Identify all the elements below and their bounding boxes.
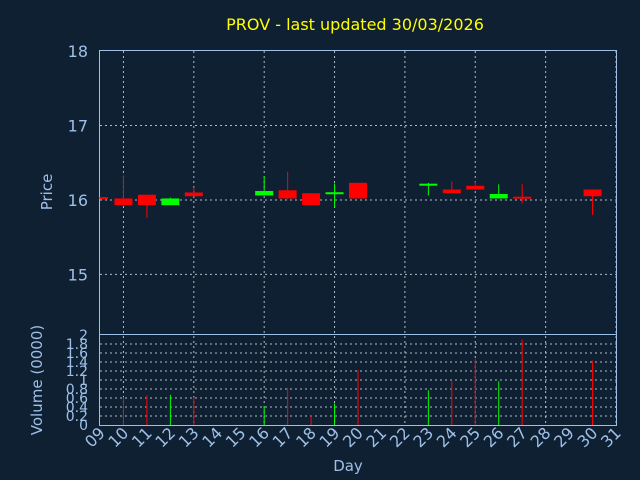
volume-axis-label: Volume (0000): [28, 325, 46, 435]
candle-body: [255, 191, 274, 196]
axis-ticks: 1516171800.20.40.60.811.21.41.61.8209101…: [66, 42, 625, 451]
candle-body: [278, 190, 297, 199]
price-candles: [99, 171, 602, 218]
candle-body: [489, 193, 508, 199]
candle-body: [442, 189, 461, 194]
price-tick-label: 18: [68, 42, 88, 61]
chart-title: PROV - last updated 30/03/2026: [226, 15, 484, 34]
candle-body: [325, 192, 344, 195]
volume-tick-label: 1.4: [66, 355, 88, 371]
candle-body: [513, 196, 532, 199]
volume-tick-label: 0: [79, 418, 88, 434]
volume-tick-label: 1.6: [66, 346, 88, 362]
volume-tick-label: 0.6: [66, 391, 88, 407]
volume-panel-frame: [99, 334, 617, 426]
x-tick-label: 31: [597, 423, 625, 451]
candle-body: [419, 183, 438, 186]
volume-tick-label: 1.8: [66, 337, 88, 353]
volume-tick-label: 0.2: [66, 409, 88, 425]
candle-body: [302, 193, 321, 206]
price-tick-label: 15: [68, 265, 88, 284]
candle-body: [583, 189, 602, 197]
price-tick-label: 17: [68, 116, 88, 135]
volume-tick-label: 1: [79, 373, 88, 389]
candle-body: [184, 192, 203, 197]
volume-tick-label: 1.2: [66, 364, 88, 380]
grid-layer: [100, 51, 617, 425]
price-tick-label: 16: [68, 191, 88, 210]
x-axis-label: Day: [333, 457, 363, 475]
volume-tick-label: 2: [79, 328, 88, 344]
price-axis-label: Price: [38, 174, 56, 211]
volume-tick-label: 0.4: [66, 400, 88, 416]
volume-tick-label: 0.8: [66, 382, 88, 398]
candle-body: [161, 198, 180, 206]
volume-bars: [122, 339, 594, 425]
candle-body: [100, 197, 108, 200]
candle-body: [466, 185, 485, 190]
candle-body: [137, 194, 156, 206]
candle-body: [349, 182, 367, 199]
candle-body: [114, 198, 133, 206]
